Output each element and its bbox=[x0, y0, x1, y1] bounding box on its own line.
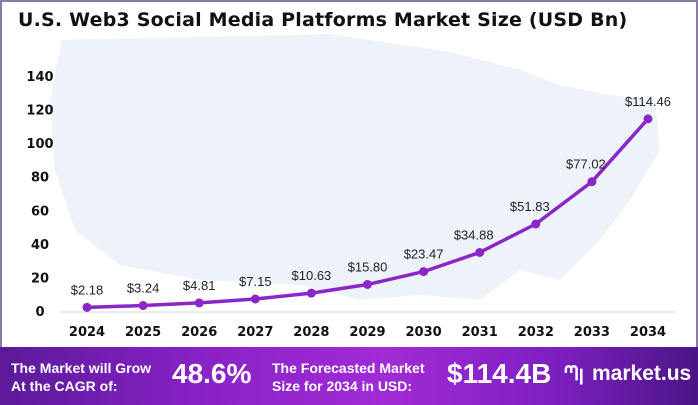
line-chart: 0 20 40 60 80 100 120 140 2024 2025 2026 2027 2028 20… bbox=[26, 34, 675, 340]
y-tick-label: 80 bbox=[31, 171, 49, 186]
data-point bbox=[194, 298, 204, 308]
y-tick-label: 140 bbox=[26, 70, 53, 85]
us-map-background bbox=[50, 34, 660, 300]
data-point bbox=[587, 177, 597, 187]
data-label: $3.24 bbox=[127, 281, 160, 296]
data-label: $114.46 bbox=[625, 94, 671, 109]
x-tick-label: 2031 bbox=[462, 325, 498, 340]
data-label: $10.63 bbox=[292, 268, 332, 283]
cagr-label: The Market will Grow At the CAGR of: bbox=[11, 359, 151, 395]
cagr-value: 48.6% bbox=[172, 358, 252, 389]
forecast-label-line1: The Forecasted Market bbox=[272, 360, 425, 376]
data-point bbox=[250, 294, 260, 304]
forecast-label-line2: Size for 2034 in USD: bbox=[272, 378, 413, 394]
x-tick-label: 2028 bbox=[293, 325, 329, 340]
market-us-logo: market.us bbox=[592, 362, 692, 385]
chart-title: U.S. Web3 Social Media Platforms Market … bbox=[18, 9, 628, 31]
data-label: $15.80 bbox=[348, 259, 388, 274]
x-tick-label: 2030 bbox=[406, 325, 442, 340]
x-tick-label: 2024 bbox=[69, 325, 105, 340]
data-label: $7.15 bbox=[239, 274, 272, 289]
cagr-label-line2: At the CAGR of: bbox=[11, 378, 118, 394]
x-tick-label: 2026 bbox=[181, 325, 217, 340]
market-us-logo-icon: ᘉꞁ bbox=[564, 363, 584, 385]
data-label: $23.47 bbox=[404, 247, 444, 262]
data-point bbox=[475, 247, 485, 257]
data-point bbox=[419, 267, 429, 277]
x-tick-label: 2034 bbox=[630, 325, 666, 340]
forecast-label: The Forecasted Market Size for 2034 in U… bbox=[272, 359, 425, 395]
data-point bbox=[531, 219, 541, 229]
data-point bbox=[306, 288, 316, 298]
y-tick-label: 20 bbox=[31, 271, 49, 286]
x-tick-label: 2032 bbox=[518, 325, 554, 340]
x-tick-label: 2025 bbox=[125, 325, 161, 340]
data-label: $77.02 bbox=[566, 157, 606, 172]
x-tick-label: 2027 bbox=[237, 325, 273, 340]
data-point bbox=[363, 279, 372, 289]
x-tick-label: 2029 bbox=[349, 325, 385, 340]
data-label: $2.18 bbox=[71, 282, 104, 297]
data-point bbox=[138, 301, 148, 311]
x-tick-label: 2033 bbox=[574, 325, 610, 340]
data-label: $4.81 bbox=[183, 278, 216, 293]
cagr-label-line1: The Market will Grow bbox=[11, 360, 152, 376]
data-point bbox=[82, 302, 92, 312]
footer-banner: The Market will Grow At the CAGR of: 48.… bbox=[0, 347, 698, 405]
y-tick-label: 0 bbox=[35, 305, 44, 320]
forecast-value: $114.4B bbox=[447, 358, 552, 389]
y-tick-label: 40 bbox=[31, 238, 49, 253]
data-point bbox=[643, 114, 653, 124]
data-label: $51.83 bbox=[510, 199, 550, 214]
y-tick-label: 120 bbox=[26, 104, 53, 119]
data-label: $34.88 bbox=[454, 227, 494, 242]
y-tick-label: 100 bbox=[26, 137, 53, 152]
y-tick-label: 60 bbox=[31, 204, 49, 219]
